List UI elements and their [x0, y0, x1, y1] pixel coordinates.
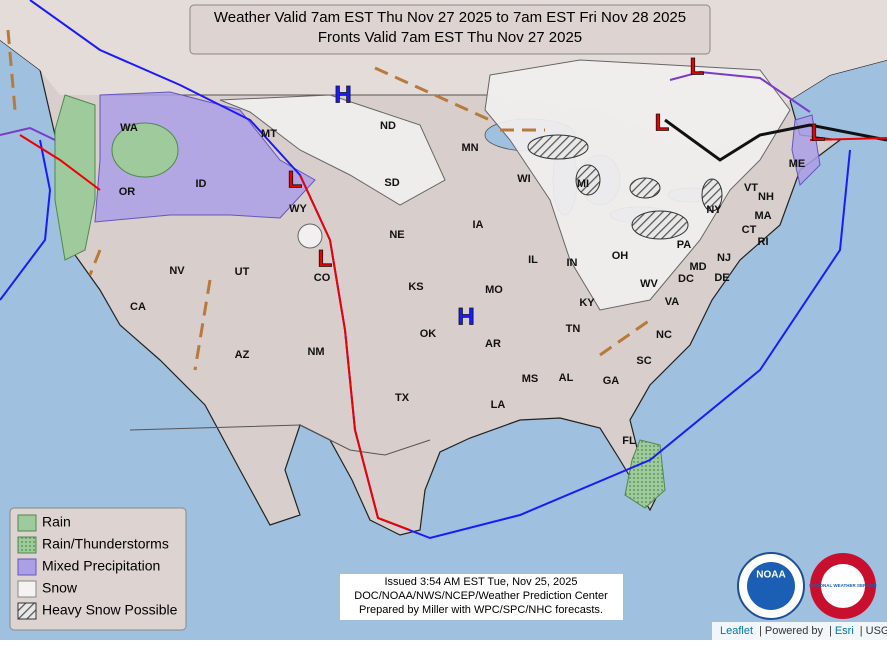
state-label: NM: [307, 346, 324, 358]
state-label: RI: [758, 236, 769, 248]
header-line: Fronts Valid 7am EST Thu Nov 27 2025: [318, 29, 582, 46]
attribution-separator: |: [860, 625, 863, 637]
footer-line: Prepared by Miller with WPC/SPC/NHC fore…: [359, 604, 603, 616]
rain-area: [111, 122, 179, 178]
legend-swatch: [17, 536, 37, 554]
rain-area: [54, 94, 96, 261]
attribution-text: USGS: [866, 625, 887, 637]
state-label: DE: [714, 272, 729, 284]
legend-label: Snow: [42, 580, 78, 596]
nws-logo-inner: [821, 564, 865, 608]
snow-area: [219, 94, 446, 206]
legend-label: Rain/Thunderstorms: [42, 536, 169, 552]
attribution-text: Powered by: [765, 625, 824, 637]
legend-swatch: [17, 602, 37, 620]
state-label: NE: [389, 229, 404, 241]
state-label: NY: [706, 204, 722, 216]
pressure-center: L: [811, 119, 826, 146]
state-label: LA: [491, 399, 506, 411]
state-label: MA: [754, 210, 771, 222]
state-label: NH: [758, 191, 774, 203]
legend-label: Mixed Precipitation: [42, 558, 160, 574]
state-label: SD: [384, 177, 399, 189]
state-label: UT: [235, 266, 250, 278]
state-label: WV: [640, 278, 658, 290]
pressure-center: L: [655, 109, 670, 136]
state-label: ND: [380, 120, 396, 132]
state-label: CT: [742, 224, 757, 236]
footer-box: [340, 574, 623, 620]
footer-line: DOC/NOAA/NWS/NCEP/Weather Prediction Cen…: [354, 590, 608, 602]
nws-text: NATIONAL WEATHER SERVICE: [809, 583, 876, 588]
noaa-logo-inner: [747, 562, 795, 610]
state-label: MI: [577, 178, 589, 190]
state-label: CO: [314, 272, 331, 284]
footer-line: Issued 3:54 AM EST Tue, Nov 25, 2025: [384, 576, 577, 588]
state-label: VT: [744, 182, 758, 194]
state-label: ID: [196, 178, 207, 190]
pressure-center: L: [288, 166, 303, 193]
state-label: AZ: [235, 349, 250, 361]
legend-box: [9, 507, 187, 631]
state-label: MS: [522, 373, 539, 385]
troughs: [6, 29, 651, 371]
state-label: AR: [485, 338, 501, 350]
attribution: Leaflet|Powered by|Esri|USGS: [720, 625, 887, 637]
state-label: DC: [678, 273, 694, 285]
state-label: MN: [461, 142, 478, 154]
state-label: NC: [656, 329, 672, 341]
state-label: CA: [130, 301, 146, 313]
attribution-separator: |: [759, 625, 762, 637]
pressure-center: L: [690, 53, 705, 80]
pressure-center: L: [318, 245, 333, 272]
state-label: IA: [473, 219, 484, 231]
state-label: VA: [665, 296, 680, 308]
state-label: IL: [528, 254, 538, 266]
state-label: IN: [567, 257, 578, 269]
state-label: NJ: [717, 252, 731, 264]
state-label: KS: [408, 281, 423, 293]
state-label: OR: [119, 186, 136, 198]
header-box: [189, 4, 711, 55]
header-line: Weather Valid 7am EST Thu Nov 27 2025 to…: [214, 9, 686, 26]
noaa-text: NOAA: [756, 570, 785, 581]
border: [129, 424, 431, 456]
state-label: MT: [261, 128, 277, 140]
legend-label: Heavy Snow Possible: [42, 602, 178, 618]
legend-swatch: [17, 580, 37, 598]
state-label: TN: [566, 323, 581, 335]
state-label: OK: [420, 328, 437, 340]
state-label: MD: [689, 261, 706, 273]
legend-swatch: [17, 514, 37, 532]
state-label: WI: [517, 173, 530, 185]
state-label: SC: [636, 355, 651, 367]
legend-label: Rain: [42, 514, 71, 530]
state-label: AL: [559, 372, 574, 384]
state-label: WY: [289, 203, 307, 215]
state-label: NV: [169, 265, 185, 277]
pressure-center: H: [334, 81, 351, 108]
state-label: OH: [612, 250, 629, 262]
state-label: MO: [485, 284, 503, 296]
state-label: TX: [395, 392, 410, 404]
fronts: [0, 0, 887, 540]
attribution-link[interactable]: Leaflet: [720, 625, 753, 637]
state-label: GA: [603, 375, 620, 387]
snow-area: [297, 223, 323, 249]
legend-swatch: [17, 558, 37, 576]
attribution-box: [712, 622, 887, 640]
attribution-separator: |: [829, 625, 832, 637]
attribution-link[interactable]: Esri: [835, 625, 854, 637]
state-label: FL: [622, 435, 636, 447]
state-label: WA: [120, 122, 138, 134]
heavy-snow-area: [527, 134, 723, 240]
mixed-area: [791, 114, 821, 186]
state-label: ME: [789, 158, 806, 170]
state-label: KY: [579, 297, 595, 309]
pressure-center: H: [457, 303, 474, 330]
state-label: PA: [677, 239, 692, 251]
